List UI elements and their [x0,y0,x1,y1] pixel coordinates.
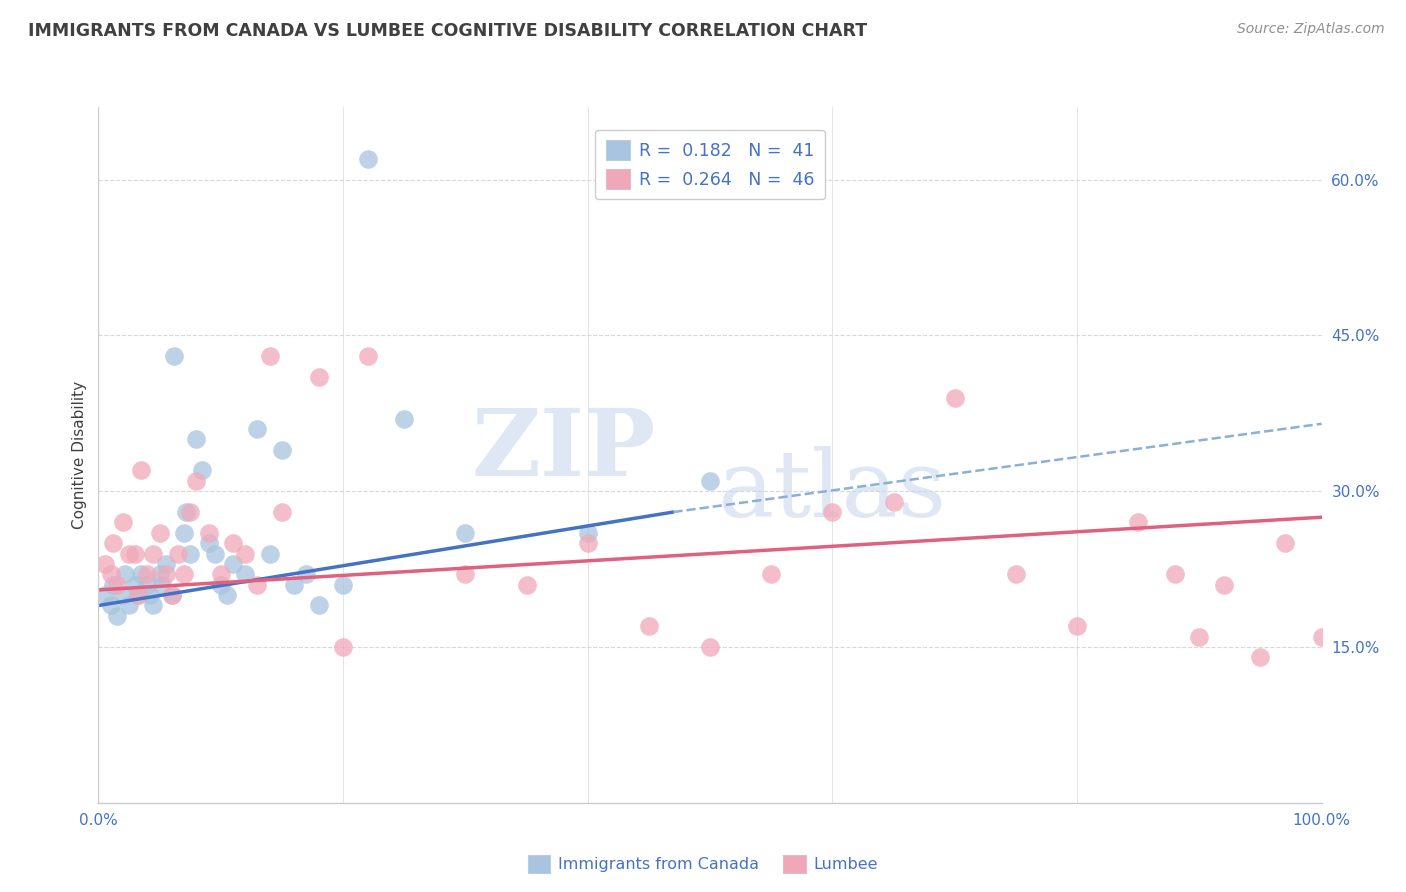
Point [356,349,378,363]
Text: atlas: atlas [717,446,948,536]
Legend: Immigrants from Canada, Lumbee: Immigrants from Canada, Lumbee [522,848,884,880]
Point [176,505,198,519]
Point [105,578,128,592]
Point [699,474,721,488]
Point [454,525,477,540]
Point [101,536,124,550]
Point [100,567,122,582]
Point [246,422,269,436]
Point [1250,650,1272,665]
Point [392,411,416,425]
Point [139,588,162,602]
Point [129,463,152,477]
Point [197,525,219,540]
Point [142,599,165,613]
Point [215,588,238,602]
Point [222,557,245,571]
Point [101,578,124,592]
Point [222,536,245,550]
Point [943,391,966,405]
Point [638,619,661,633]
Point [197,536,219,550]
Point [454,567,477,582]
Point [883,494,905,508]
Point [233,567,256,582]
Point [308,599,330,613]
Point [233,547,256,561]
Point [332,578,354,592]
Point [93,588,115,602]
Point [124,578,146,592]
Point [155,557,177,571]
Point [1310,630,1333,644]
Point [259,547,281,561]
Point [1164,567,1187,582]
Point [1188,630,1211,644]
Text: Source: ZipAtlas.com: Source: ZipAtlas.com [1237,22,1385,37]
Point [179,547,201,561]
Point [699,640,721,654]
Point [186,433,208,447]
Point [150,578,173,592]
Point [160,588,183,602]
Point [1004,567,1026,582]
Point [209,578,232,592]
Point [191,463,214,477]
Point [259,349,281,363]
Point [308,370,330,384]
Point [1066,619,1088,633]
Point [136,578,159,592]
Point [160,588,183,602]
Point [173,525,195,540]
Point [111,588,134,602]
Point [283,578,305,592]
Point [155,567,177,582]
Point [136,567,159,582]
Point [142,547,165,561]
Point [1128,516,1150,530]
Point [332,640,354,654]
Point [149,525,172,540]
Point [295,567,318,582]
Point [163,349,186,363]
Point [270,505,294,519]
Point [209,567,232,582]
Point [576,525,599,540]
Point [516,578,538,592]
Point [821,505,844,519]
Legend: R =  0.182   N =  41, R =  0.264   N =  46: R = 0.182 N = 41, R = 0.264 N = 46 [595,129,825,199]
Point [129,567,152,582]
Point [186,474,208,488]
Point [100,599,122,613]
Point [167,547,190,561]
Point [270,442,294,457]
Point [204,547,226,561]
Point [118,547,141,561]
Text: ZIP: ZIP [471,405,655,495]
Point [114,567,136,582]
Point [93,557,115,571]
Point [179,505,201,519]
Point [105,608,128,623]
Point [356,152,378,166]
Point [1274,536,1296,550]
Point [127,588,149,602]
Point [576,536,599,550]
Text: IMMIGRANTS FROM CANADA VS LUMBEE COGNITIVE DISABILITY CORRELATION CHART: IMMIGRANTS FROM CANADA VS LUMBEE COGNITI… [28,22,868,40]
Point [118,599,141,613]
Point [124,547,146,561]
Point [1212,578,1234,592]
Point [761,567,783,582]
Point [149,567,172,582]
Point [173,567,195,582]
Point [111,516,134,530]
Point [127,588,149,602]
Y-axis label: Cognitive Disability: Cognitive Disability [72,381,87,529]
Point [246,578,269,592]
